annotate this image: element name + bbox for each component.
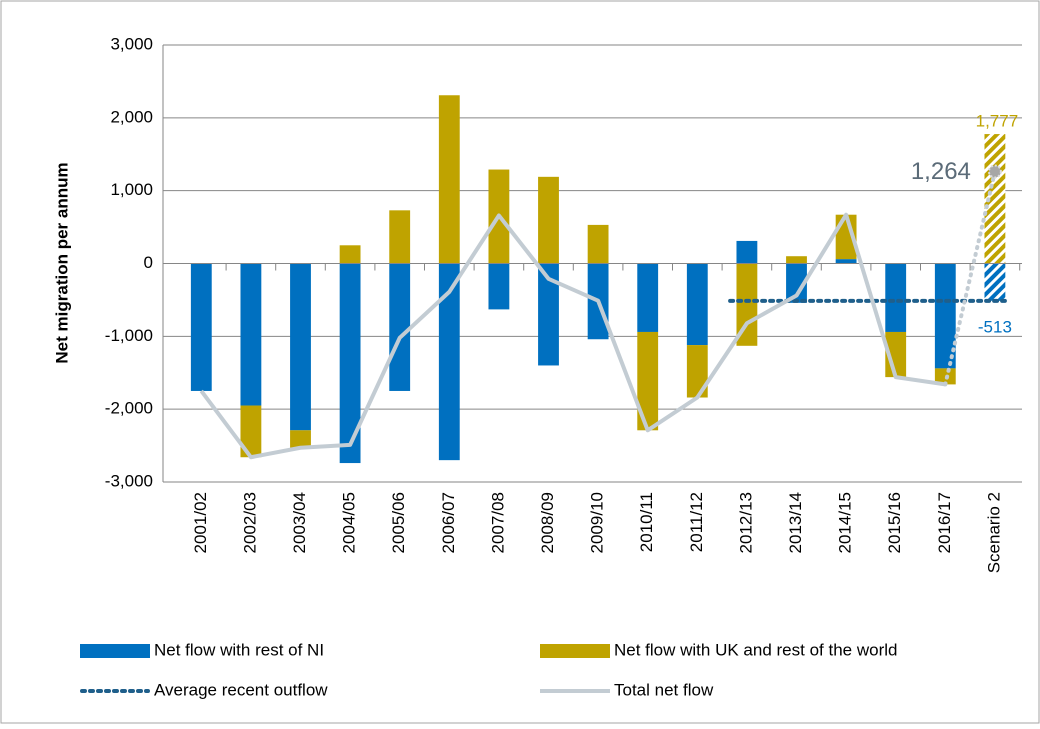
x-tick-label: 2007/08 [488,492,507,553]
bar [587,224,609,264]
bar [736,263,758,346]
x-tick-label: 2002/03 [240,492,259,553]
y-tick-label: -1,000 [105,326,153,345]
x-tick-label: 2015/16 [885,492,904,553]
bar [538,263,559,366]
bar [686,345,708,398]
x-tick-label: Scenario 2 [984,492,1003,573]
x-tick-label: 2009/10 [588,492,607,553]
legend-label: Net flow with UK and rest of the world [614,640,897,659]
y-tick-label: -2,000 [105,399,153,418]
legend-swatch [540,644,610,658]
bar [290,263,311,431]
bar [438,263,460,461]
bar [538,176,559,264]
bar [488,263,510,310]
bar [190,263,212,391]
y-tick-label: 2,000 [110,107,153,126]
x-tick-label: 2013/14 [786,492,805,553]
projection-marker [987,164,1002,179]
x-tick-label: 2012/13 [736,492,755,553]
bar [786,263,807,303]
y-tick-label: 0 [144,253,153,272]
data-label: 1,264 [911,158,971,185]
bar [240,405,262,458]
bar [786,256,807,264]
bar [339,263,361,464]
bar [339,245,361,264]
bar [290,430,311,448]
bar [686,263,708,346]
legend-label: Net flow with rest of NI [154,640,324,659]
bar [984,263,1006,301]
projection-line [943,169,997,387]
data-label: -513 [978,317,1012,336]
y-axis-label: Net migration per annum [52,162,71,363]
y-tick-label: 1,000 [110,180,153,199]
bar [736,240,758,264]
x-tick-label: 2006/07 [439,492,458,553]
x-tick-label: 2011/12 [687,492,706,552]
legend-label: Total net flow [614,680,714,699]
x-tick-label: 2008/09 [538,492,557,553]
data-label: 1,777 [976,112,1019,131]
bar [637,263,659,332]
bar [984,134,1006,264]
bar [637,331,659,431]
bar [389,210,411,264]
bar [438,95,460,264]
legend-label: Average recent outflow [154,680,328,699]
x-tick-label: 2003/04 [290,492,309,553]
bar [389,263,411,391]
legend-swatch [80,644,150,658]
x-tick-label: 2010/11 [637,492,656,552]
x-tick-label: 2001/02 [191,492,210,553]
total-line [199,212,946,460]
x-tick-label: 2005/06 [389,492,408,553]
bar [835,259,857,264]
bar [240,263,262,406]
y-tick-label: 3,000 [110,34,153,53]
x-tick-label: 2016/17 [935,492,954,553]
bar [934,263,956,369]
y-tick-label: -3,000 [105,471,153,490]
x-tick-label: 2004/05 [340,492,359,553]
x-tick-label: 2014/15 [836,492,855,553]
bar [885,263,907,332]
